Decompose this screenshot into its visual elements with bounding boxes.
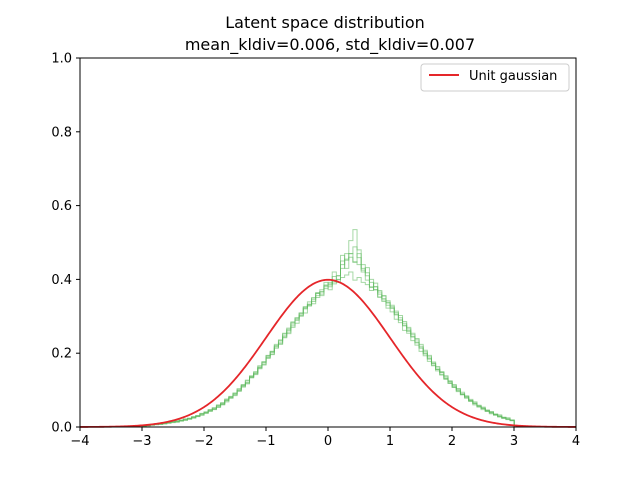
x-tick-label: −1 [256,434,275,449]
axes-frame [79,57,577,428]
chart-title: Latent space distribution [225,13,425,32]
x-tick-label: 3 [510,434,518,449]
y-tick-label: 1.0 [51,52,72,67]
plot-area [80,229,576,428]
y-tick-label: 0.4 [51,273,72,288]
histogram-series-5 [141,253,515,427]
chart-subtitle: mean_kldiv=0.006, std_kldiv=0.007 [185,35,475,55]
x-tick-label: −4 [70,434,89,449]
y-axis: 0.0 0.2 0.4 0.6 0.8 1.0 [51,52,80,436]
legend-box [420,63,570,92]
x-tick-label: −2 [194,434,213,449]
legend: Unit gaussian [420,63,570,92]
histogram-series-1 [141,271,515,427]
x-tick-label: 4 [572,434,580,449]
histogram-series-2 [141,246,515,427]
x-axis: −4 −3 −2 −1 0 1 2 3 4 [70,427,580,449]
x-tick-label: 0 [324,434,332,449]
histogram-series-3 [141,229,515,427]
legend-label-unit-gaussian: Unit gaussian [469,69,557,84]
x-tick-label: 1 [386,434,394,449]
gaussian-curve [80,278,576,428]
y-tick-label: 0.2 [51,347,72,362]
y-tick-label: 0.8 [51,125,72,140]
x-tick-label: 2 [448,434,456,449]
y-tick-label: 0.0 [51,421,72,436]
x-tick-label: −3 [132,434,151,449]
y-tick-label: 0.6 [51,199,72,214]
